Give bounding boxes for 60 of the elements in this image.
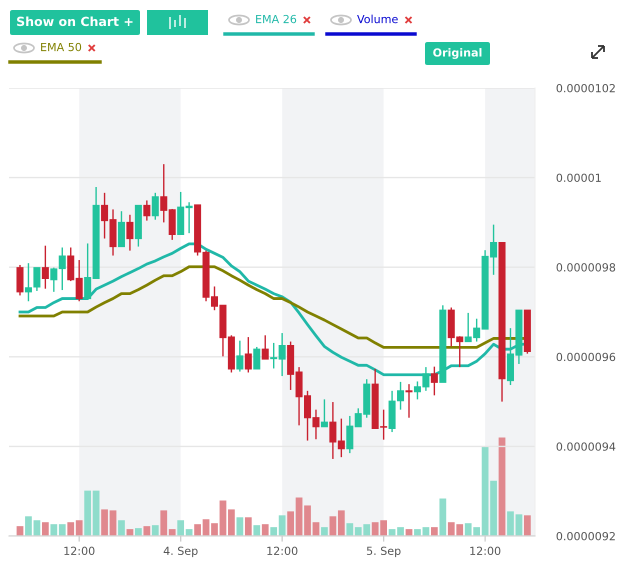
y-tick-label: 0.0000092 [556,532,615,540]
text: EMA 26 [256,14,296,24]
candlestick [152,192,159,220]
bar [406,529,412,536]
bar [270,527,278,536]
y-tick-label: 0.0000094 [556,442,616,451]
bar [168,529,176,536]
candlestick [244,336,252,374]
y-tick-label: 0.00001 [556,174,601,182]
bar [464,523,472,536]
bar [160,510,168,536]
bar [354,527,362,536]
candlestick [262,334,269,360]
text: Volume [357,14,398,24]
bar [448,522,455,536]
y-tick-label: 0.0000096 [556,352,616,362]
candlestick [24,262,32,302]
bar [236,517,244,536]
text: Show on Chart + [17,16,133,26]
bar [363,524,370,536]
y-tick-label: 0.0000098 [556,263,616,272]
bar [439,498,446,536]
x-tick-label: 5. Sep [366,546,401,558]
x-tick-label: 12:00 [64,546,94,556]
bar [253,525,260,536]
bar [430,527,438,536]
bar [244,517,252,536]
bar [498,437,506,536]
text: EMA 50 [41,42,82,52]
bar [16,526,24,536]
text: Original [433,48,482,59]
bar [58,524,66,536]
y-tick-label: 0.0000102 [556,84,615,92]
x-tick-label: 4. Sep [164,546,198,558]
bar [456,524,464,536]
candlestick [42,245,49,290]
bar [50,524,58,536]
bar [152,525,159,536]
bar [346,523,354,536]
candlestick [126,214,134,252]
candlestick [143,200,150,222]
bar [143,526,150,536]
bar [126,529,134,536]
bar [76,520,83,536]
bar [42,522,49,536]
bar [321,527,328,536]
x-tick-label: 12:00 [267,546,298,556]
bar [118,520,125,536]
bar [524,515,531,536]
bar [262,524,269,536]
candlestick [236,340,244,372]
bar [135,528,142,536]
x-tick-label: 12:00 [470,546,500,556]
bar [278,515,286,536]
candlestick [430,366,438,396]
candlestick [253,346,260,370]
bar [67,522,74,536]
candlestick [320,398,328,428]
candlestick [33,266,40,292]
candlestick [405,383,413,418]
